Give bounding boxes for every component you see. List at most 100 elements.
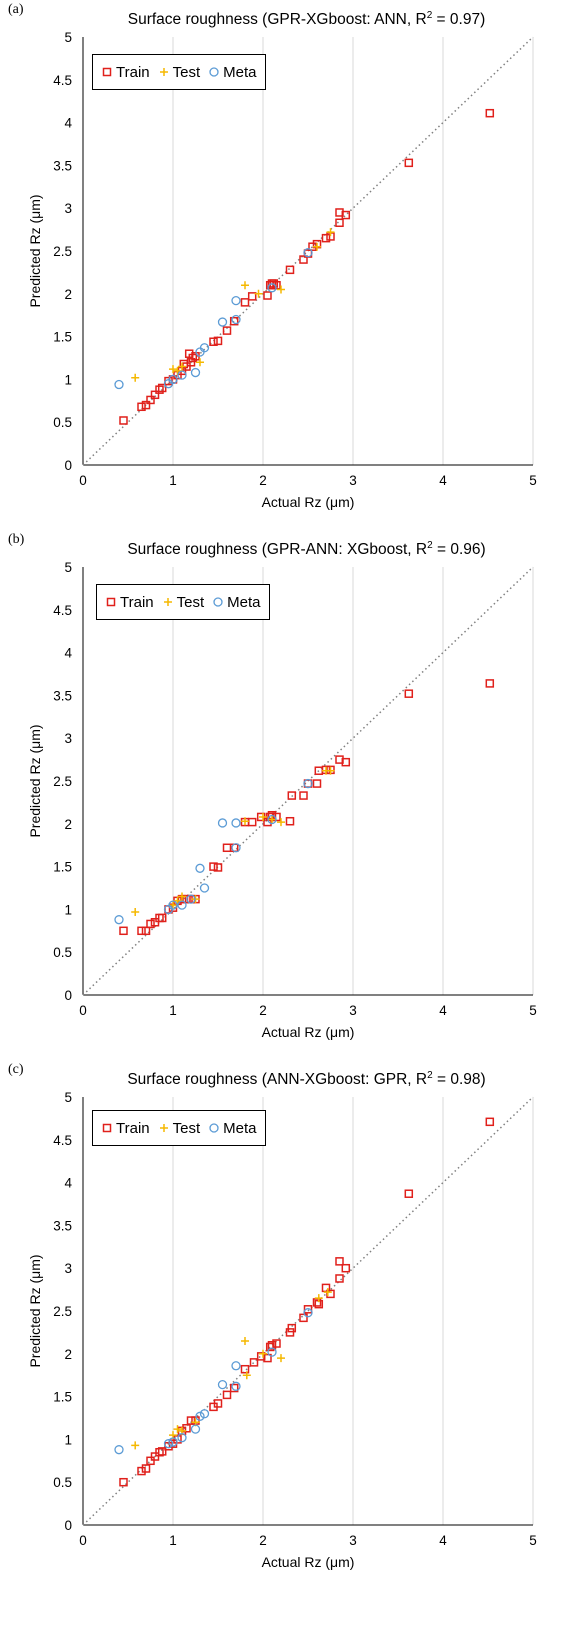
data-point-meta bbox=[163, 1439, 174, 1449]
data-point-test bbox=[131, 907, 140, 916]
data-point-train bbox=[285, 1328, 295, 1337]
legend: Train Test Meta bbox=[92, 1110, 266, 1146]
data-point-test bbox=[323, 1288, 332, 1297]
data-point-train bbox=[182, 894, 191, 904]
data-point-test bbox=[178, 362, 186, 371]
y-tick-label: 1.5 bbox=[53, 330, 72, 345]
y-tick-label: 3.5 bbox=[53, 1218, 72, 1233]
data-point-train bbox=[341, 757, 351, 767]
data-point-train bbox=[186, 358, 196, 367]
data-point-test bbox=[259, 1349, 267, 1358]
legend-label: Train bbox=[120, 593, 154, 611]
data-point-train bbox=[299, 1313, 308, 1323]
y-tick-label: 4.5 bbox=[53, 73, 72, 88]
data-point-test bbox=[241, 817, 249, 826]
panel-label: (b) bbox=[8, 532, 25, 547]
data-point-train bbox=[146, 395, 155, 405]
y-tick-label: 2.5 bbox=[53, 1304, 72, 1319]
data-point-meta bbox=[195, 863, 205, 873]
data-point-train bbox=[155, 1447, 164, 1457]
legend-marker bbox=[159, 68, 168, 76]
y-tick-label: 0.5 bbox=[53, 945, 72, 960]
data-point-train bbox=[312, 779, 322, 788]
chart-title: Surface roughness (ANN-XGboost: GPR, R2 … bbox=[127, 1070, 486, 1089]
x-tick-label: 0 bbox=[79, 473, 87, 488]
data-point-meta bbox=[267, 1347, 277, 1357]
data-point-train bbox=[303, 1305, 313, 1314]
data-point-meta bbox=[267, 814, 277, 825]
data-point-test bbox=[169, 365, 177, 374]
y-tick-label: 4 bbox=[64, 646, 72, 661]
chart-panel-a: (a) Surface roughness (GPR-XGboost: ANN,… bbox=[0, 0, 563, 545]
data-point-test bbox=[173, 1425, 182, 1434]
data-point-test bbox=[241, 1336, 249, 1345]
data-point-meta bbox=[190, 367, 201, 378]
legend-marker bbox=[102, 67, 112, 77]
x-tick-label: 1 bbox=[169, 1533, 177, 1548]
data-point-test bbox=[254, 289, 263, 298]
x-tick-label: 5 bbox=[529, 473, 537, 488]
data-point-train bbox=[141, 926, 151, 936]
data-point-test bbox=[277, 818, 285, 827]
data-point-train bbox=[213, 336, 223, 346]
chart-title: Surface roughness (GPR-ANN: XGboost, R2 … bbox=[127, 540, 486, 559]
data-point-train bbox=[119, 1477, 128, 1487]
y-tick-label: 4.5 bbox=[53, 603, 72, 618]
x-tick-label: 4 bbox=[439, 1533, 447, 1548]
data-point-train bbox=[209, 862, 218, 871]
data-point-train bbox=[229, 316, 239, 326]
legend-marker bbox=[213, 597, 223, 607]
data-point-train bbox=[209, 337, 218, 346]
y-tick-label: 1 bbox=[64, 372, 72, 387]
legend-marker bbox=[209, 1123, 219, 1133]
data-point-meta bbox=[199, 883, 210, 893]
y-axis-label: Predicted Rz (μm) bbox=[27, 194, 43, 307]
data-point-train bbox=[335, 1274, 344, 1283]
y-tick-label: 1.5 bbox=[53, 860, 72, 875]
legend-marker bbox=[102, 1123, 112, 1133]
y-tick-label: 1 bbox=[64, 902, 72, 917]
data-point-train bbox=[285, 816, 295, 826]
x-tick-label: 0 bbox=[79, 1533, 87, 1548]
x-tick-label: 2 bbox=[259, 473, 267, 488]
data-point-train bbox=[285, 265, 295, 275]
data-point-test bbox=[178, 892, 186, 901]
data-point-train bbox=[137, 926, 146, 936]
legend-marker bbox=[163, 598, 172, 606]
legend-label: Meta bbox=[227, 593, 261, 611]
legend-item-test: Test bbox=[162, 593, 205, 611]
data-point-train bbox=[312, 1298, 322, 1307]
y-axis-label: Predicted Rz (μm) bbox=[27, 1254, 43, 1367]
legend-item-test: Test bbox=[158, 1120, 200, 1137]
y-tick-label: 2.5 bbox=[53, 774, 72, 789]
data-point-meta bbox=[114, 915, 124, 925]
reference-line bbox=[82, 36, 534, 466]
data-point-train bbox=[263, 1353, 272, 1363]
data-point-meta bbox=[177, 900, 187, 910]
data-point-meta bbox=[168, 374, 178, 385]
legend-label: Test bbox=[176, 593, 205, 611]
data-point-meta bbox=[303, 248, 313, 258]
y-tick-label: 0 bbox=[64, 988, 72, 1003]
legend-item-train: Train bbox=[105, 594, 154, 611]
reference-line bbox=[82, 566, 534, 996]
legend-marker-icon bbox=[159, 68, 168, 76]
data-point-meta bbox=[231, 295, 241, 306]
data-point-meta bbox=[217, 317, 228, 327]
y-tick-label: 3.5 bbox=[53, 158, 72, 173]
panel-label: (a) bbox=[8, 2, 24, 17]
data-point-train bbox=[229, 1383, 239, 1393]
legend-marker-icon bbox=[102, 67, 112, 77]
data-point-meta bbox=[114, 1445, 124, 1455]
y-tick-label: 0 bbox=[64, 1518, 72, 1533]
data-point-train bbox=[263, 291, 272, 300]
data-point-train bbox=[335, 218, 344, 228]
data-point-meta bbox=[231, 843, 241, 853]
scatter-plot: 0 1 2 3 4 5 0 0.5 1 1.5 2 2.5 3 3.5 4 4.5 5 Actual Rz (μm… bbox=[27, 560, 537, 1040]
legend-item-meta: Meta bbox=[212, 593, 261, 611]
y-tick-label: 0 bbox=[64, 458, 72, 473]
data-point-train bbox=[150, 917, 160, 927]
x-tick-label: 4 bbox=[439, 1003, 447, 1018]
data-point-meta bbox=[217, 1379, 228, 1390]
x-tick-label: 2 bbox=[259, 1003, 267, 1018]
